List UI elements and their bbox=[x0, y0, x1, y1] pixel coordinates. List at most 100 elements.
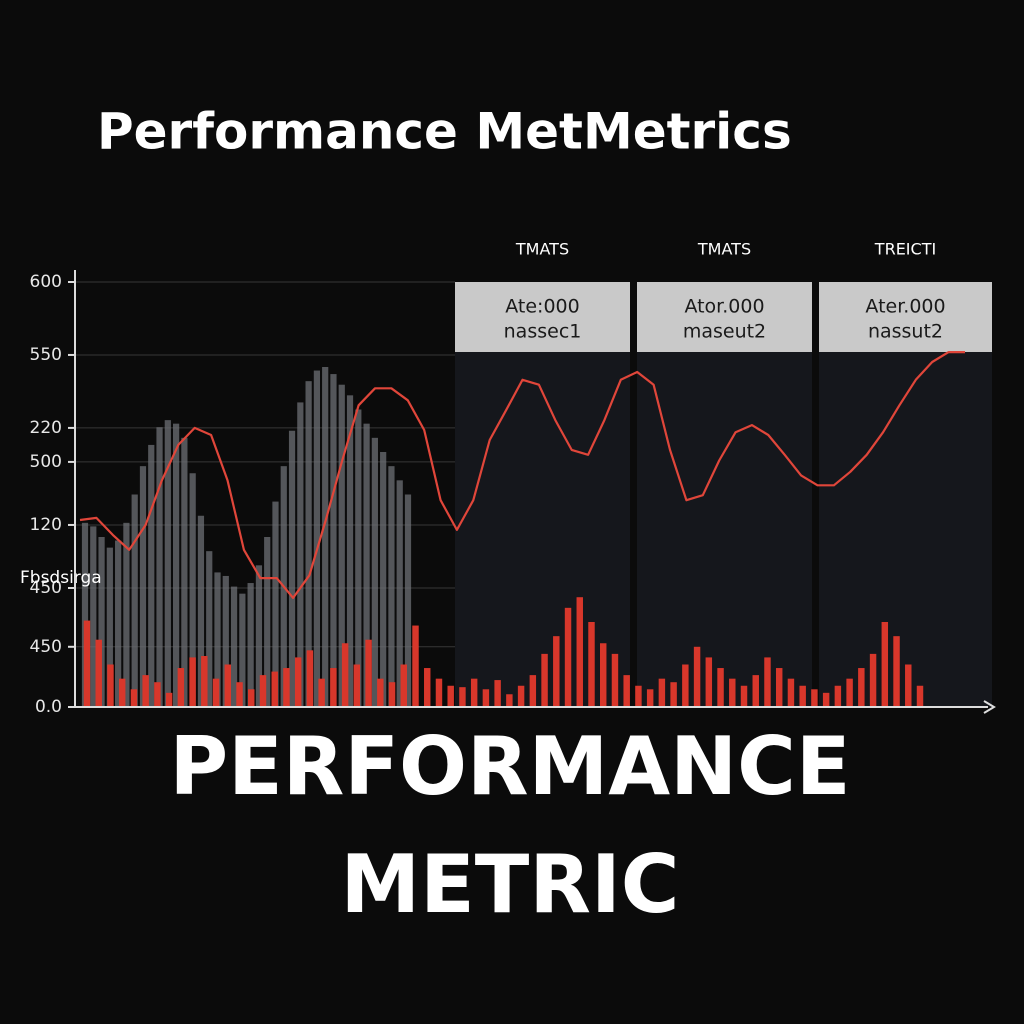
bar bbox=[576, 597, 583, 707]
bar bbox=[482, 689, 490, 707]
bar bbox=[264, 537, 271, 707]
bar bbox=[435, 678, 443, 707]
bar bbox=[377, 678, 384, 707]
bar bbox=[371, 437, 378, 707]
bar bbox=[90, 526, 97, 707]
bar bbox=[494, 680, 501, 707]
bar bbox=[201, 656, 208, 707]
bar bbox=[693, 646, 701, 707]
bar bbox=[404, 494, 412, 707]
bar bbox=[214, 572, 221, 707]
panel-header: TREICTI bbox=[874, 240, 936, 259]
panel-line: Ator.000 bbox=[684, 296, 764, 318]
panel-line: maseut2 bbox=[683, 321, 766, 343]
bar bbox=[635, 685, 642, 707]
bar bbox=[858, 668, 865, 707]
bar bbox=[248, 689, 255, 707]
bar bbox=[107, 664, 114, 707]
panel-column bbox=[637, 282, 812, 707]
bar bbox=[346, 395, 354, 707]
bar bbox=[338, 384, 345, 707]
bar bbox=[305, 381, 312, 707]
bar bbox=[447, 685, 454, 707]
y-axis-label: Fbsdsirga bbox=[20, 568, 102, 588]
line bbox=[79, 351, 965, 599]
bar bbox=[541, 653, 548, 707]
bar bbox=[239, 593, 246, 707]
bar bbox=[893, 636, 900, 707]
x-axis-arrow bbox=[983, 700, 996, 714]
bar bbox=[142, 675, 149, 707]
bar bbox=[400, 664, 408, 707]
bar bbox=[230, 586, 238, 707]
bar bbox=[197, 515, 205, 707]
panel-box bbox=[637, 282, 812, 352]
bar bbox=[506, 694, 513, 707]
bar bbox=[916, 685, 924, 707]
bar bbox=[846, 678, 853, 707]
bar bbox=[822, 692, 830, 707]
bar bbox=[412, 625, 419, 707]
bar bbox=[306, 650, 314, 707]
bar bbox=[670, 682, 677, 707]
bar bbox=[787, 678, 795, 707]
y-tick-label: 450 bbox=[30, 578, 62, 598]
y-tick-label: 0.0 bbox=[35, 697, 62, 717]
bar bbox=[236, 682, 243, 707]
bar bbox=[318, 678, 325, 707]
panel-line: nassut2 bbox=[868, 321, 943, 343]
bar bbox=[775, 668, 783, 707]
bar bbox=[363, 423, 370, 707]
bar bbox=[330, 668, 337, 707]
bar bbox=[224, 664, 232, 707]
bar bbox=[294, 657, 302, 707]
bar bbox=[271, 671, 278, 707]
bar bbox=[353, 664, 361, 707]
y-tick-label: 550 bbox=[30, 345, 62, 365]
bar bbox=[259, 675, 267, 707]
bar bbox=[470, 678, 478, 707]
bar bbox=[588, 622, 595, 707]
bar bbox=[115, 540, 122, 707]
bar bbox=[717, 668, 724, 707]
footer-line: PERFORMANCE bbox=[170, 720, 851, 813]
panel-column bbox=[455, 282, 630, 707]
bar bbox=[729, 678, 736, 707]
bar bbox=[388, 682, 396, 707]
bar bbox=[272, 501, 279, 707]
bar bbox=[189, 473, 196, 707]
footer-line: METRIC bbox=[341, 838, 680, 931]
bar bbox=[424, 668, 431, 707]
bar bbox=[181, 437, 188, 707]
bar bbox=[283, 668, 290, 707]
bar bbox=[834, 685, 842, 707]
bar bbox=[682, 664, 689, 707]
bar bbox=[118, 678, 126, 707]
bar bbox=[341, 643, 349, 707]
bar bbox=[255, 565, 263, 707]
bar bbox=[106, 547, 113, 707]
bar bbox=[459, 687, 466, 707]
y-tick-label: 500 bbox=[30, 452, 62, 472]
bar bbox=[81, 522, 89, 707]
bar bbox=[156, 427, 163, 707]
panels: TMATS Ate:000 nassec1 TMATS Ator.000 maseut2 T… bbox=[455, 240, 992, 707]
y-tick-label: 600 bbox=[30, 272, 62, 292]
bar bbox=[139, 466, 147, 707]
bar bbox=[388, 466, 395, 707]
bar bbox=[611, 653, 619, 707]
panel-line: Ater.000 bbox=[865, 296, 945, 318]
title: Performance MetMetrics bbox=[97, 103, 792, 161]
y-tick-label: 220 bbox=[30, 418, 62, 438]
bar bbox=[130, 689, 138, 707]
bar bbox=[247, 583, 254, 707]
bar bbox=[740, 685, 748, 707]
bar bbox=[529, 675, 537, 707]
bar bbox=[222, 575, 229, 707]
bar bbox=[95, 639, 102, 707]
plot: 0.0 450 450 120 500 220 550 600 bbox=[30, 272, 965, 717]
bar bbox=[322, 367, 329, 707]
bar bbox=[517, 685, 525, 707]
bar bbox=[564, 607, 572, 707]
bar bbox=[165, 692, 173, 707]
